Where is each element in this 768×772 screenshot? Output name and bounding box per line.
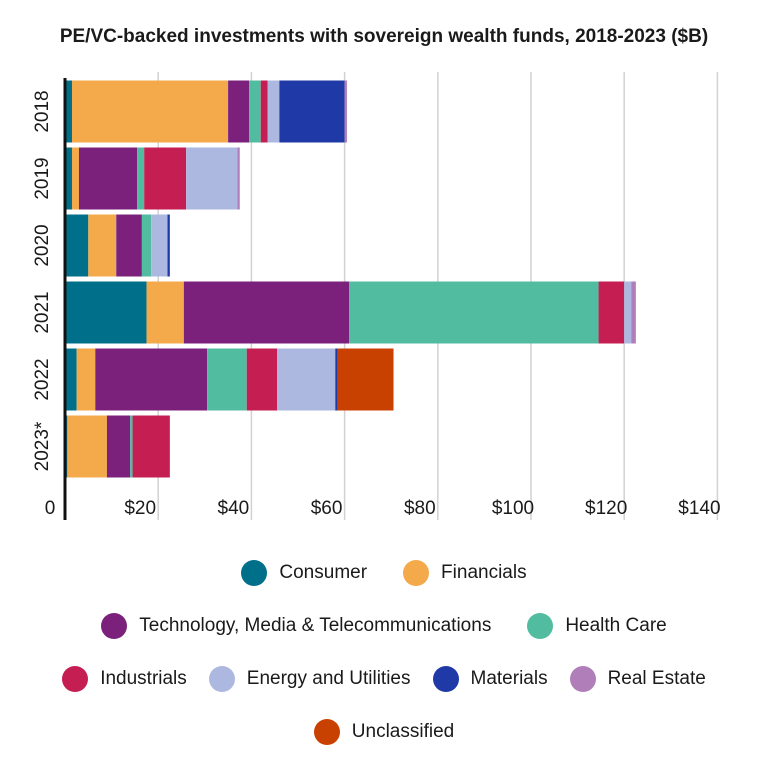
bar-2018-financials [71, 80, 229, 143]
bar-2018-technology-media-telecommunications [228, 80, 250, 143]
legend-swatch [101, 613, 128, 639]
bar-2018-real-estate [344, 80, 347, 143]
bar-2021-consumer [65, 281, 147, 344]
bar-2023-technology-media-telecommunications [106, 415, 131, 478]
legend-swatch [403, 560, 430, 586]
bar-2019-technology-media-telecommunications [78, 147, 138, 210]
bar-2019-real-estate [237, 147, 240, 210]
legend-item: Health Care [527, 613, 667, 639]
legend-swatch [241, 560, 268, 586]
legend-label: Technology, Media & Telecommunications [139, 615, 492, 636]
legend-label: Real Estate [607, 668, 706, 689]
legend-item: Real Estate [569, 666, 706, 692]
x-tick-label: $140 [678, 498, 720, 519]
legend-item: Unclassified [313, 719, 455, 745]
x-tick-label: $20 [124, 498, 156, 519]
bar-2022-consumer [65, 348, 77, 411]
bar-2018-industrials [260, 80, 268, 143]
bar-2020-financials [88, 214, 117, 277]
bar-2019-health-care [137, 147, 145, 210]
bar-2023-health-care [130, 415, 133, 478]
bar-2023-industrials [132, 415, 170, 478]
category-label: 2020 [32, 224, 53, 266]
legend-label: Materials [470, 668, 548, 689]
x-tick-label: $40 [218, 498, 250, 519]
bar-2022-unclassified [337, 348, 394, 411]
legend-row: Consumer Financials [0, 560, 768, 586]
legend-swatch [62, 666, 89, 692]
bar-2022-technology-media-telecommunications [95, 348, 208, 411]
bar-2021-health-care [349, 281, 599, 344]
legend-item: Financials [403, 560, 527, 586]
legend-item: Consumer [241, 560, 367, 586]
legend-label: Health Care [565, 615, 667, 636]
legend-row: Industrials Energy and Utilities Materials… [0, 666, 768, 692]
legend-row: Technology, Media & Telecommunications He… [0, 613, 768, 639]
category-label: 2021 [32, 291, 53, 333]
bar-2020-materials [167, 214, 170, 277]
bar-2022-industrials [246, 348, 278, 411]
bar-2018-materials [279, 80, 345, 143]
legend-item: Technology, Media & Telecommunications [101, 613, 491, 639]
category-label: 2019 [32, 157, 53, 199]
bar-2021-financials [146, 281, 184, 344]
legend-item: Industrials [62, 666, 187, 692]
bar-2019-energy-and-utilities [186, 147, 238, 210]
bar-2021-energy-and-utilities [624, 281, 632, 344]
bar-2018-energy-and-utilities [267, 80, 280, 143]
x-tick-label: $120 [585, 498, 627, 519]
legend-swatch [527, 613, 554, 639]
x-tick-label: $100 [492, 498, 534, 519]
bar-2023-financials [67, 415, 107, 478]
legend-item: Materials [432, 666, 548, 692]
category-label: 2018 [32, 90, 53, 132]
plot-area: 2018 2019 2020 2021 2022 2023* 0 $20 $40 $60 $80 $1… [32, 72, 721, 520]
category-label: 2022 [32, 358, 53, 400]
bar-2019-financials [71, 147, 79, 210]
bar-2021-industrials [598, 281, 625, 344]
x-tick-label: 0 [45, 498, 56, 519]
legend-label: Unclassified [351, 721, 455, 742]
legend-item: Energy and Utilities [208, 666, 411, 692]
bar-2022-health-care [207, 348, 247, 411]
legend-swatch [208, 666, 235, 692]
bar-2022-financials [76, 348, 96, 411]
bar-2021-technology-media-telecommunications [183, 281, 350, 344]
bar-2021-real-estate [631, 281, 636, 344]
legend-label: Financials [441, 562, 527, 583]
bar-2018-consumer [65, 80, 72, 143]
bar-2019-consumer [65, 147, 72, 210]
bar-2022-energy-and-utilities [277, 348, 336, 411]
bar-2018-health-care [249, 80, 261, 143]
bar-2020-technology-media-telecommunications [116, 214, 142, 277]
legend-label: Consumer [279, 562, 368, 583]
bar-2022-materials [335, 348, 338, 411]
bar-2020-consumer [65, 214, 89, 277]
legend-swatch [313, 719, 340, 745]
x-tick-label: $60 [311, 498, 343, 519]
bar-2020-energy-and-utilities [151, 214, 168, 277]
legend-swatch [432, 666, 459, 692]
legend-label: Energy and Utilities [246, 668, 411, 689]
bar-2019-industrials [144, 147, 187, 210]
legend-label: Industrials [100, 668, 187, 689]
category-label: 2023* [32, 421, 53, 471]
x-tick-label: $80 [404, 498, 436, 519]
chart-title: PE/VC-backed investments with sovereign … [59, 26, 709, 47]
legend-swatch [569, 666, 596, 692]
bar-2020-health-care [141, 214, 152, 277]
legend-row: Unclassified [0, 719, 768, 745]
